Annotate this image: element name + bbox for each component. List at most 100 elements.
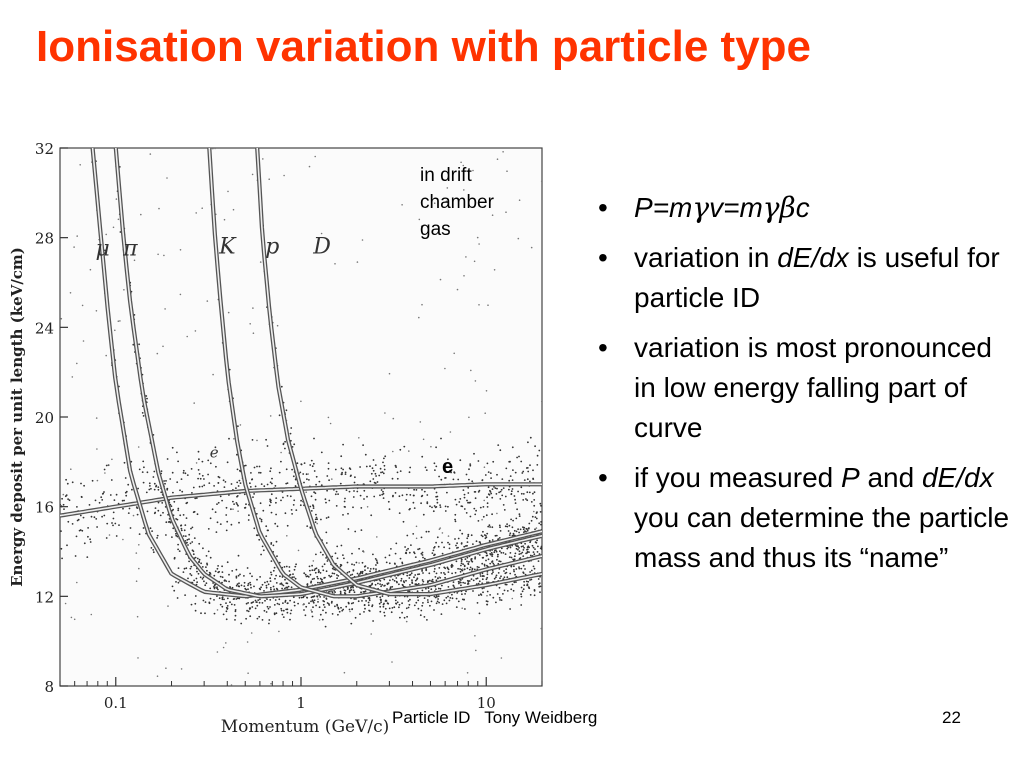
curve-label: e (210, 443, 219, 461)
scatter-point (269, 470, 272, 473)
scatter-point (98, 501, 101, 504)
scatter-point (459, 568, 461, 570)
scatter-point (472, 579, 475, 582)
scatter-point (104, 249, 106, 252)
scatter-point (290, 609, 293, 612)
y-tick-label: 32 (35, 140, 54, 158)
scatter-point (540, 180, 542, 182)
scatter-point (474, 380, 477, 382)
scatter-point (514, 552, 517, 555)
scatter-point (401, 561, 404, 564)
scatter-point (481, 572, 484, 575)
scatter-point (460, 584, 462, 587)
scatter-point (526, 491, 529, 494)
scatter-point (274, 577, 276, 580)
scatter-point (216, 521, 219, 524)
scatter-point (105, 537, 108, 539)
scatter-point (533, 567, 536, 570)
scatter-point (264, 581, 266, 584)
scatter-point (522, 572, 525, 574)
scatter-point (373, 495, 376, 498)
scatter-point (183, 529, 186, 532)
scatter-point (305, 605, 308, 608)
scatter-point (526, 478, 529, 481)
scatter-point (247, 672, 249, 674)
scatter-point (230, 523, 233, 526)
scatter-point (201, 578, 204, 580)
scatter-point (467, 535, 470, 538)
scatter-point (297, 602, 299, 605)
scatter-point (354, 530, 357, 533)
scatter-point (378, 602, 381, 605)
scatter-point (306, 583, 309, 585)
scatter-point (508, 524, 511, 527)
scatter-point (447, 586, 450, 588)
scatter-point (205, 582, 208, 585)
scatter-point (312, 507, 315, 509)
scatter-point (136, 513, 139, 516)
scatter-point (163, 254, 165, 257)
scatter-point (320, 232, 323, 235)
scatter-point (363, 611, 365, 613)
scatter-point (451, 572, 453, 575)
scatter-point (512, 532, 515, 535)
scatter-point (430, 600, 433, 603)
scatter-point (278, 561, 281, 564)
scatter-point (70, 468, 72, 471)
scatter-point (295, 563, 297, 566)
scatter-point (259, 502, 262, 505)
scatter-point (240, 622, 243, 625)
scatter-point (485, 578, 488, 581)
scatter-point (392, 495, 394, 498)
scatter-point (361, 239, 364, 241)
scatter-point (115, 535, 118, 537)
scatter-point (540, 523, 542, 526)
scatter-point (333, 568, 336, 571)
scatter-point (105, 233, 107, 236)
scatter-point (123, 499, 125, 502)
scatter-point (369, 480, 372, 483)
scatter-point (323, 606, 326, 608)
scatter-point (186, 335, 188, 338)
scatter-point (513, 555, 516, 558)
scatter-point (188, 560, 191, 563)
scatter-point (214, 446, 217, 449)
scatter-point (413, 488, 415, 491)
scatter-point (361, 572, 364, 575)
x-tick-label: 10 (477, 694, 496, 712)
scatter-point (404, 546, 406, 548)
scatter-point (349, 587, 352, 589)
scatter-point (251, 601, 254, 604)
scatter-point (221, 598, 224, 601)
scatter-point (353, 598, 356, 600)
scatter-point (239, 482, 242, 484)
scatter-point (199, 477, 202, 480)
scatter-point (435, 579, 438, 582)
scatter-point (365, 600, 367, 602)
scatter-point (466, 499, 468, 502)
scatter-point (194, 556, 197, 559)
scatter-point (383, 578, 386, 581)
scatter-point (383, 611, 386, 614)
scatter-point (454, 520, 457, 523)
scatter-point (195, 462, 198, 464)
scatter-point (237, 485, 240, 487)
scatter-point (179, 249, 182, 251)
scatter-point (466, 541, 469, 543)
scatter-point (364, 453, 367, 456)
scatter-point (292, 475, 295, 478)
scatter-point (152, 551, 155, 554)
scatter-point (374, 558, 377, 560)
scatter-point (310, 600, 312, 603)
scatter-point (193, 402, 195, 404)
scatter-point (230, 483, 233, 485)
scatter-point (408, 603, 411, 606)
scatter-point (532, 469, 534, 472)
scatter-point (238, 585, 241, 588)
scatter-point (517, 237, 520, 240)
scatter-point (463, 568, 466, 571)
scatter-point (61, 497, 63, 500)
scatter-point (371, 604, 374, 607)
scatter-point (376, 561, 379, 564)
scatter-point (238, 582, 240, 585)
